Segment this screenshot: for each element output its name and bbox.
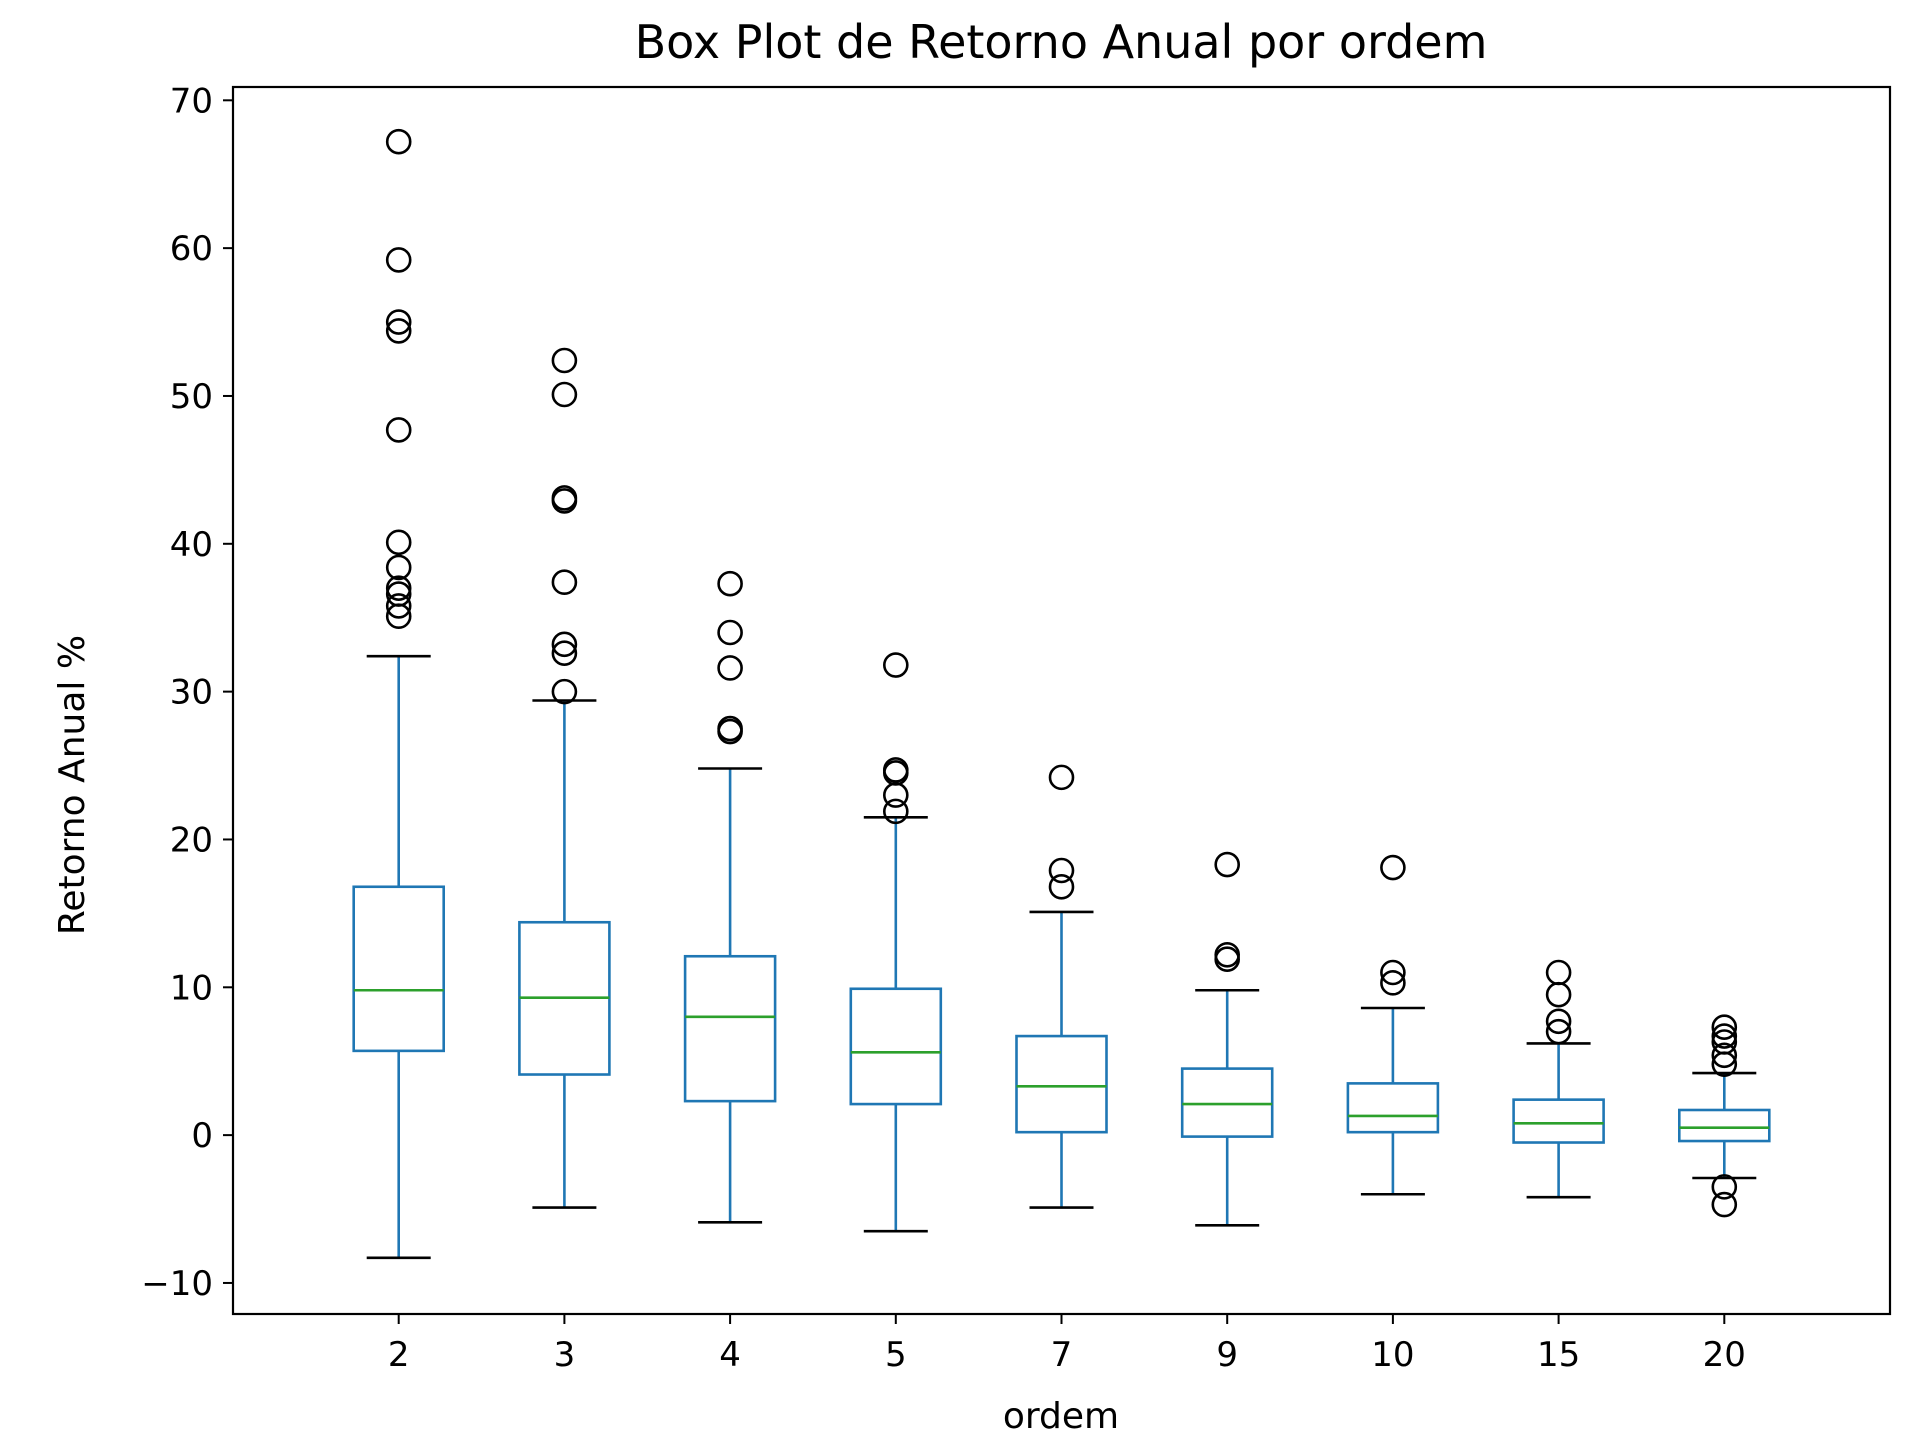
box-group-20 <box>1678 1014 1771 1218</box>
box-group-9 <box>1180 851 1274 1227</box>
x-tick-label: 10 <box>1371 1335 1414 1375</box>
y-tick-label: 10 <box>170 968 213 1008</box>
x-tick-label: 15 <box>1537 1335 1580 1375</box>
iqr-box <box>849 987 943 1106</box>
outlier-point <box>882 652 909 678</box>
outlier-point <box>551 631 578 658</box>
outlier-point <box>1711 1014 1738 1041</box>
y-tick-label: −10 <box>141 1264 213 1304</box>
outlier-point <box>385 247 412 273</box>
outlier-point <box>1214 941 1240 968</box>
outlier-point <box>551 381 578 408</box>
y-tick-label: 50 <box>170 377 213 417</box>
box-group-5 <box>849 652 943 1233</box>
outlier-point <box>1380 854 1406 881</box>
x-tick-label: 3 <box>554 1335 576 1375</box>
outlier-point <box>551 640 578 666</box>
outlier-point <box>1048 857 1075 884</box>
boxes <box>352 128 1771 1260</box>
outlier-point <box>882 782 909 808</box>
outlier-point <box>385 318 412 344</box>
outlier-point <box>1048 873 1075 900</box>
outlier-point <box>717 619 743 646</box>
outlier-point <box>1545 1008 1572 1035</box>
outlier-point <box>1711 1174 1738 1200</box>
iqr-box <box>683 954 777 1103</box>
outlier-point <box>551 569 578 596</box>
outlier-point <box>717 570 743 597</box>
outlier-point <box>385 128 412 155</box>
outlier-point <box>1214 851 1240 878</box>
y-tick-label: 0 <box>191 1116 213 1156</box>
iqr-box <box>1015 1034 1108 1134</box>
x-tick-label: 9 <box>1216 1335 1238 1375</box>
outlier-point <box>385 554 412 581</box>
outlier-point <box>385 417 412 443</box>
outlier-point <box>1711 1029 1738 1055</box>
outlier-point <box>717 655 743 681</box>
iqr-box <box>1512 1098 1605 1144</box>
outlier-point <box>1711 1191 1738 1218</box>
x-tick-label: 2 <box>388 1335 410 1375</box>
outlier-point <box>882 798 909 825</box>
y-tick-label: 60 <box>170 229 213 269</box>
box-group-2 <box>352 128 446 1260</box>
box-group-10 <box>1346 854 1440 1196</box>
chart-title: Box Plot de Retorno Anual por ordem <box>635 15 1488 69</box>
outlier-point <box>385 309 412 335</box>
plot-area-frame <box>231 85 1892 1316</box>
box-group-4 <box>683 570 777 1224</box>
iqr-box <box>1678 1108 1771 1143</box>
outlier-point <box>385 529 412 556</box>
y-tick-label: 20 <box>170 820 213 860</box>
x-tick-label: 20 <box>1703 1335 1746 1375</box>
outlier-point <box>1545 981 1572 1008</box>
y-tick-label: 30 <box>170 673 213 713</box>
box-group-3 <box>518 347 611 1209</box>
outlier-point <box>1048 764 1075 791</box>
iqr-box <box>1180 1067 1274 1138</box>
x-axis-label: ordem <box>1003 1396 1119 1437</box>
y-axis-label: Retorno Anual % <box>52 635 93 935</box>
x-tick-label: 7 <box>1051 1335 1073 1375</box>
x-tick-label: 5 <box>885 1335 907 1375</box>
x-tick-label: 4 <box>719 1335 741 1375</box>
box-group-7 <box>1015 764 1108 1209</box>
outlier-point <box>385 575 412 601</box>
outlier-point <box>551 347 578 374</box>
outlier-point <box>717 715 743 742</box>
y-tick-label: 40 <box>170 525 213 565</box>
outlier-point <box>1380 970 1406 996</box>
iqr-box <box>1346 1082 1440 1134</box>
outlier-point <box>882 757 909 783</box>
iqr-box <box>352 885 446 1053</box>
box-group-15 <box>1512 959 1605 1199</box>
outlier-point <box>385 593 412 619</box>
outlier-point <box>1545 959 1572 986</box>
axis-ticks: −10 0 10 20 30 40 50 60 70 2 3 4 5 7 9 10 15 20 <box>141 81 1746 1375</box>
outlier-point <box>1545 1018 1572 1045</box>
outlier-point <box>1711 1023 1738 1049</box>
outlier-point <box>551 485 578 511</box>
outlier-point <box>1380 959 1406 986</box>
outlier-point <box>1711 1042 1738 1069</box>
outlier-point <box>551 678 578 705</box>
y-tick-label: 70 <box>170 81 213 121</box>
outlier-point <box>385 581 412 607</box>
